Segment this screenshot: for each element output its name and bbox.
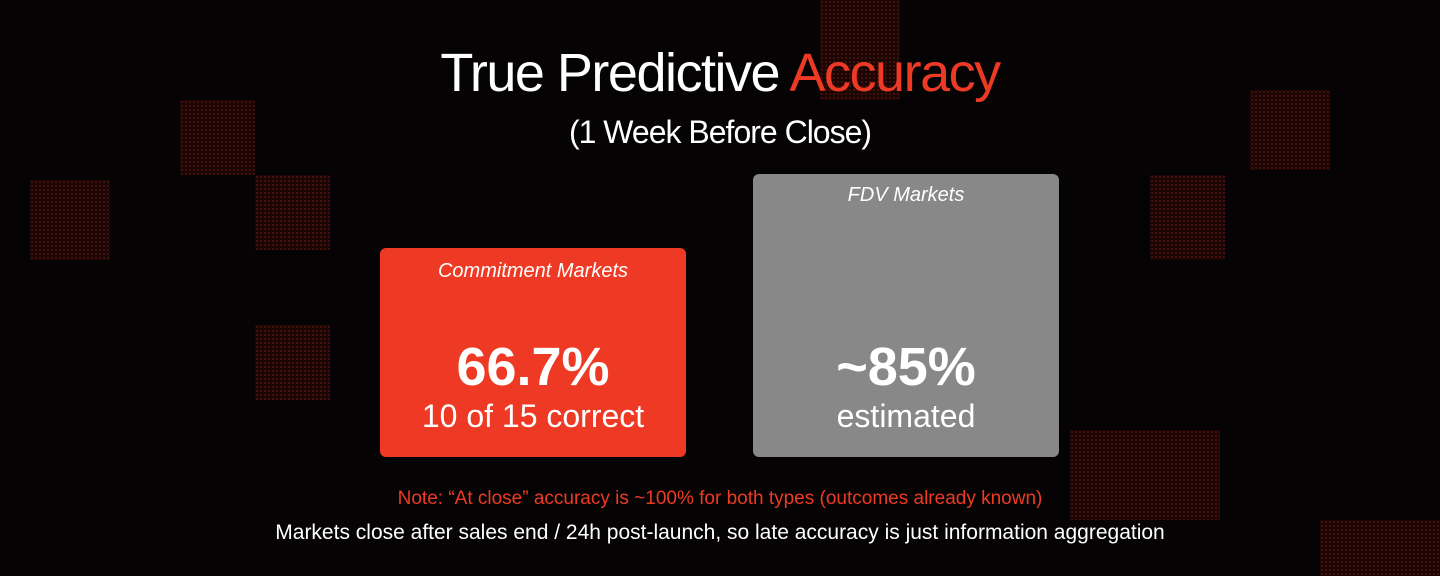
title-accent: Accuracy: [789, 43, 1002, 103]
note-text: Note: “At close” accuracy is ~100% for b…: [397, 488, 1043, 509]
card-subtext: estimated: [836, 398, 976, 434]
card-value: 66.7%: [456, 337, 610, 397]
commitment-markets-card: Commitment Markets 66.7% 10 of 15 correc…: [380, 248, 686, 457]
card-subtext: 10 of 15 correct: [421, 398, 645, 434]
card-label: FDV Markets: [847, 184, 965, 206]
fdv-markets-card: FDV Markets ~85% estimated: [753, 174, 1059, 457]
footer-text: Markets close after sales end / 24h post…: [275, 521, 1165, 544]
title-main: True Predictive: [440, 43, 780, 103]
card-value: ~85%: [836, 337, 976, 397]
page-title: True Predictive Accuracy: [0, 42, 1440, 104]
card-label: Commitment Markets: [437, 260, 629, 282]
page-subtitle: (1 Week Before Close): [568, 114, 872, 150]
